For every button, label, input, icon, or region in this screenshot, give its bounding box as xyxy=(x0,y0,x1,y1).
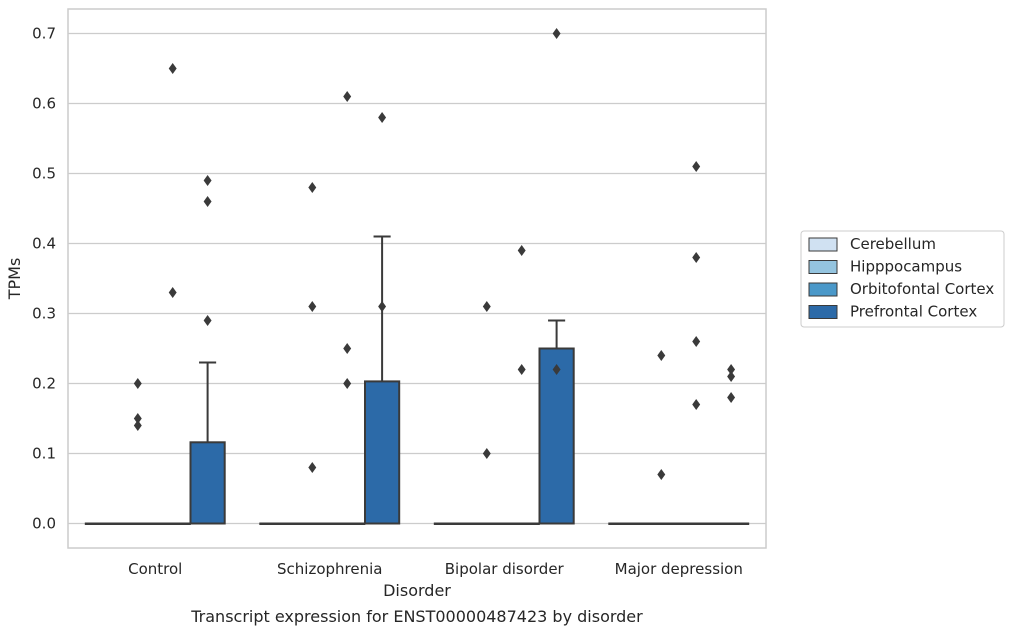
box-group xyxy=(363,111,401,525)
legend-frame xyxy=(800,230,1005,328)
outlier-point xyxy=(517,244,526,257)
outlier-point xyxy=(692,251,701,264)
outlier-point xyxy=(692,398,701,411)
box-group xyxy=(538,27,575,525)
outlier-point xyxy=(517,363,526,376)
y-tick-label: 0.7 xyxy=(32,25,56,43)
outlier-point xyxy=(657,468,666,481)
x-tick-label: Schizophrenia xyxy=(277,560,382,578)
outlier-point xyxy=(203,174,212,187)
x-tick-label: Bipolar disorder xyxy=(445,560,565,578)
legend-swatch xyxy=(808,237,838,252)
outlier-point xyxy=(727,391,736,404)
box-group xyxy=(678,160,715,525)
box-body xyxy=(189,441,226,525)
legend-swatch xyxy=(808,305,838,319)
box-body xyxy=(363,380,401,525)
outlier-point xyxy=(692,335,701,348)
box-group xyxy=(643,349,680,525)
y-tick-label: 0.4 xyxy=(32,235,56,253)
outlier-point xyxy=(552,27,561,40)
legend-swatch xyxy=(808,260,838,274)
box-group xyxy=(329,90,366,525)
box-body xyxy=(538,347,575,525)
grid-lines xyxy=(68,32,766,525)
x-tick-label: Major depression xyxy=(615,560,743,578)
box-group xyxy=(259,522,296,525)
outlier-point xyxy=(378,300,387,313)
x-tick-label: Control xyxy=(128,560,182,578)
y-axis-label: TPMs xyxy=(5,258,24,301)
outlier-point xyxy=(343,342,352,355)
figure-caption: Transcript expression for ENST0000048742… xyxy=(190,607,643,626)
box-plot-series xyxy=(84,27,750,525)
y-tick-label: 0.3 xyxy=(32,305,56,323)
y-tick-label: 0.2 xyxy=(32,375,56,393)
outlier-point xyxy=(308,300,317,313)
y-tick-label: 0.1 xyxy=(32,445,56,463)
box-group xyxy=(608,522,645,525)
box-group xyxy=(294,181,331,525)
y-tick-label: 0.5 xyxy=(32,165,56,183)
box-group xyxy=(154,62,191,525)
box-group xyxy=(119,377,156,525)
outlier-point xyxy=(727,370,736,383)
box-group xyxy=(189,174,226,525)
outlier-point xyxy=(203,195,212,208)
outlier-point xyxy=(482,447,491,460)
outlier-point xyxy=(343,377,352,390)
legend-label: Cerebellum xyxy=(850,235,936,253)
outlier-point xyxy=(378,111,387,124)
y-axis-ticks: 0.0 0.1 0.2 0.3 0.4 0.5 0.6 0.7 xyxy=(32,25,56,533)
box-group xyxy=(84,522,122,525)
x-axis-label: Disorder xyxy=(383,581,451,600)
outlier-point xyxy=(308,181,317,194)
outlier-point xyxy=(133,377,142,390)
outlier-point xyxy=(168,286,177,299)
outlier-point xyxy=(482,300,491,313)
legend: Cerebellum Hipppocampus Orbitofontal Corte… xyxy=(800,230,1005,328)
x-axis-ticks: Control Schizophrenia Bipolar disorder Majo… xyxy=(128,560,743,578)
box-group xyxy=(468,300,505,525)
outlier-point xyxy=(133,419,142,432)
outlier-point xyxy=(343,90,352,103)
box-group xyxy=(712,363,750,525)
legend-label: Hipppocampus xyxy=(850,258,962,276)
outlier-point xyxy=(203,314,212,327)
outlier-point xyxy=(552,363,561,376)
outlier-point xyxy=(692,160,701,173)
y-tick-label: 0.0 xyxy=(32,515,56,533)
legend-label: Orbitofontal Cortex xyxy=(850,280,994,298)
legend-label: Prefrontal Cortex xyxy=(850,303,977,321)
legend-swatch xyxy=(808,282,838,297)
outlier-point xyxy=(657,349,666,362)
y-tick-label: 0.6 xyxy=(32,95,56,113)
box-group xyxy=(503,244,540,525)
plot-area-frame xyxy=(67,8,767,549)
outlier-point xyxy=(308,461,317,474)
box-group xyxy=(433,522,471,525)
outlier-point xyxy=(168,62,177,75)
